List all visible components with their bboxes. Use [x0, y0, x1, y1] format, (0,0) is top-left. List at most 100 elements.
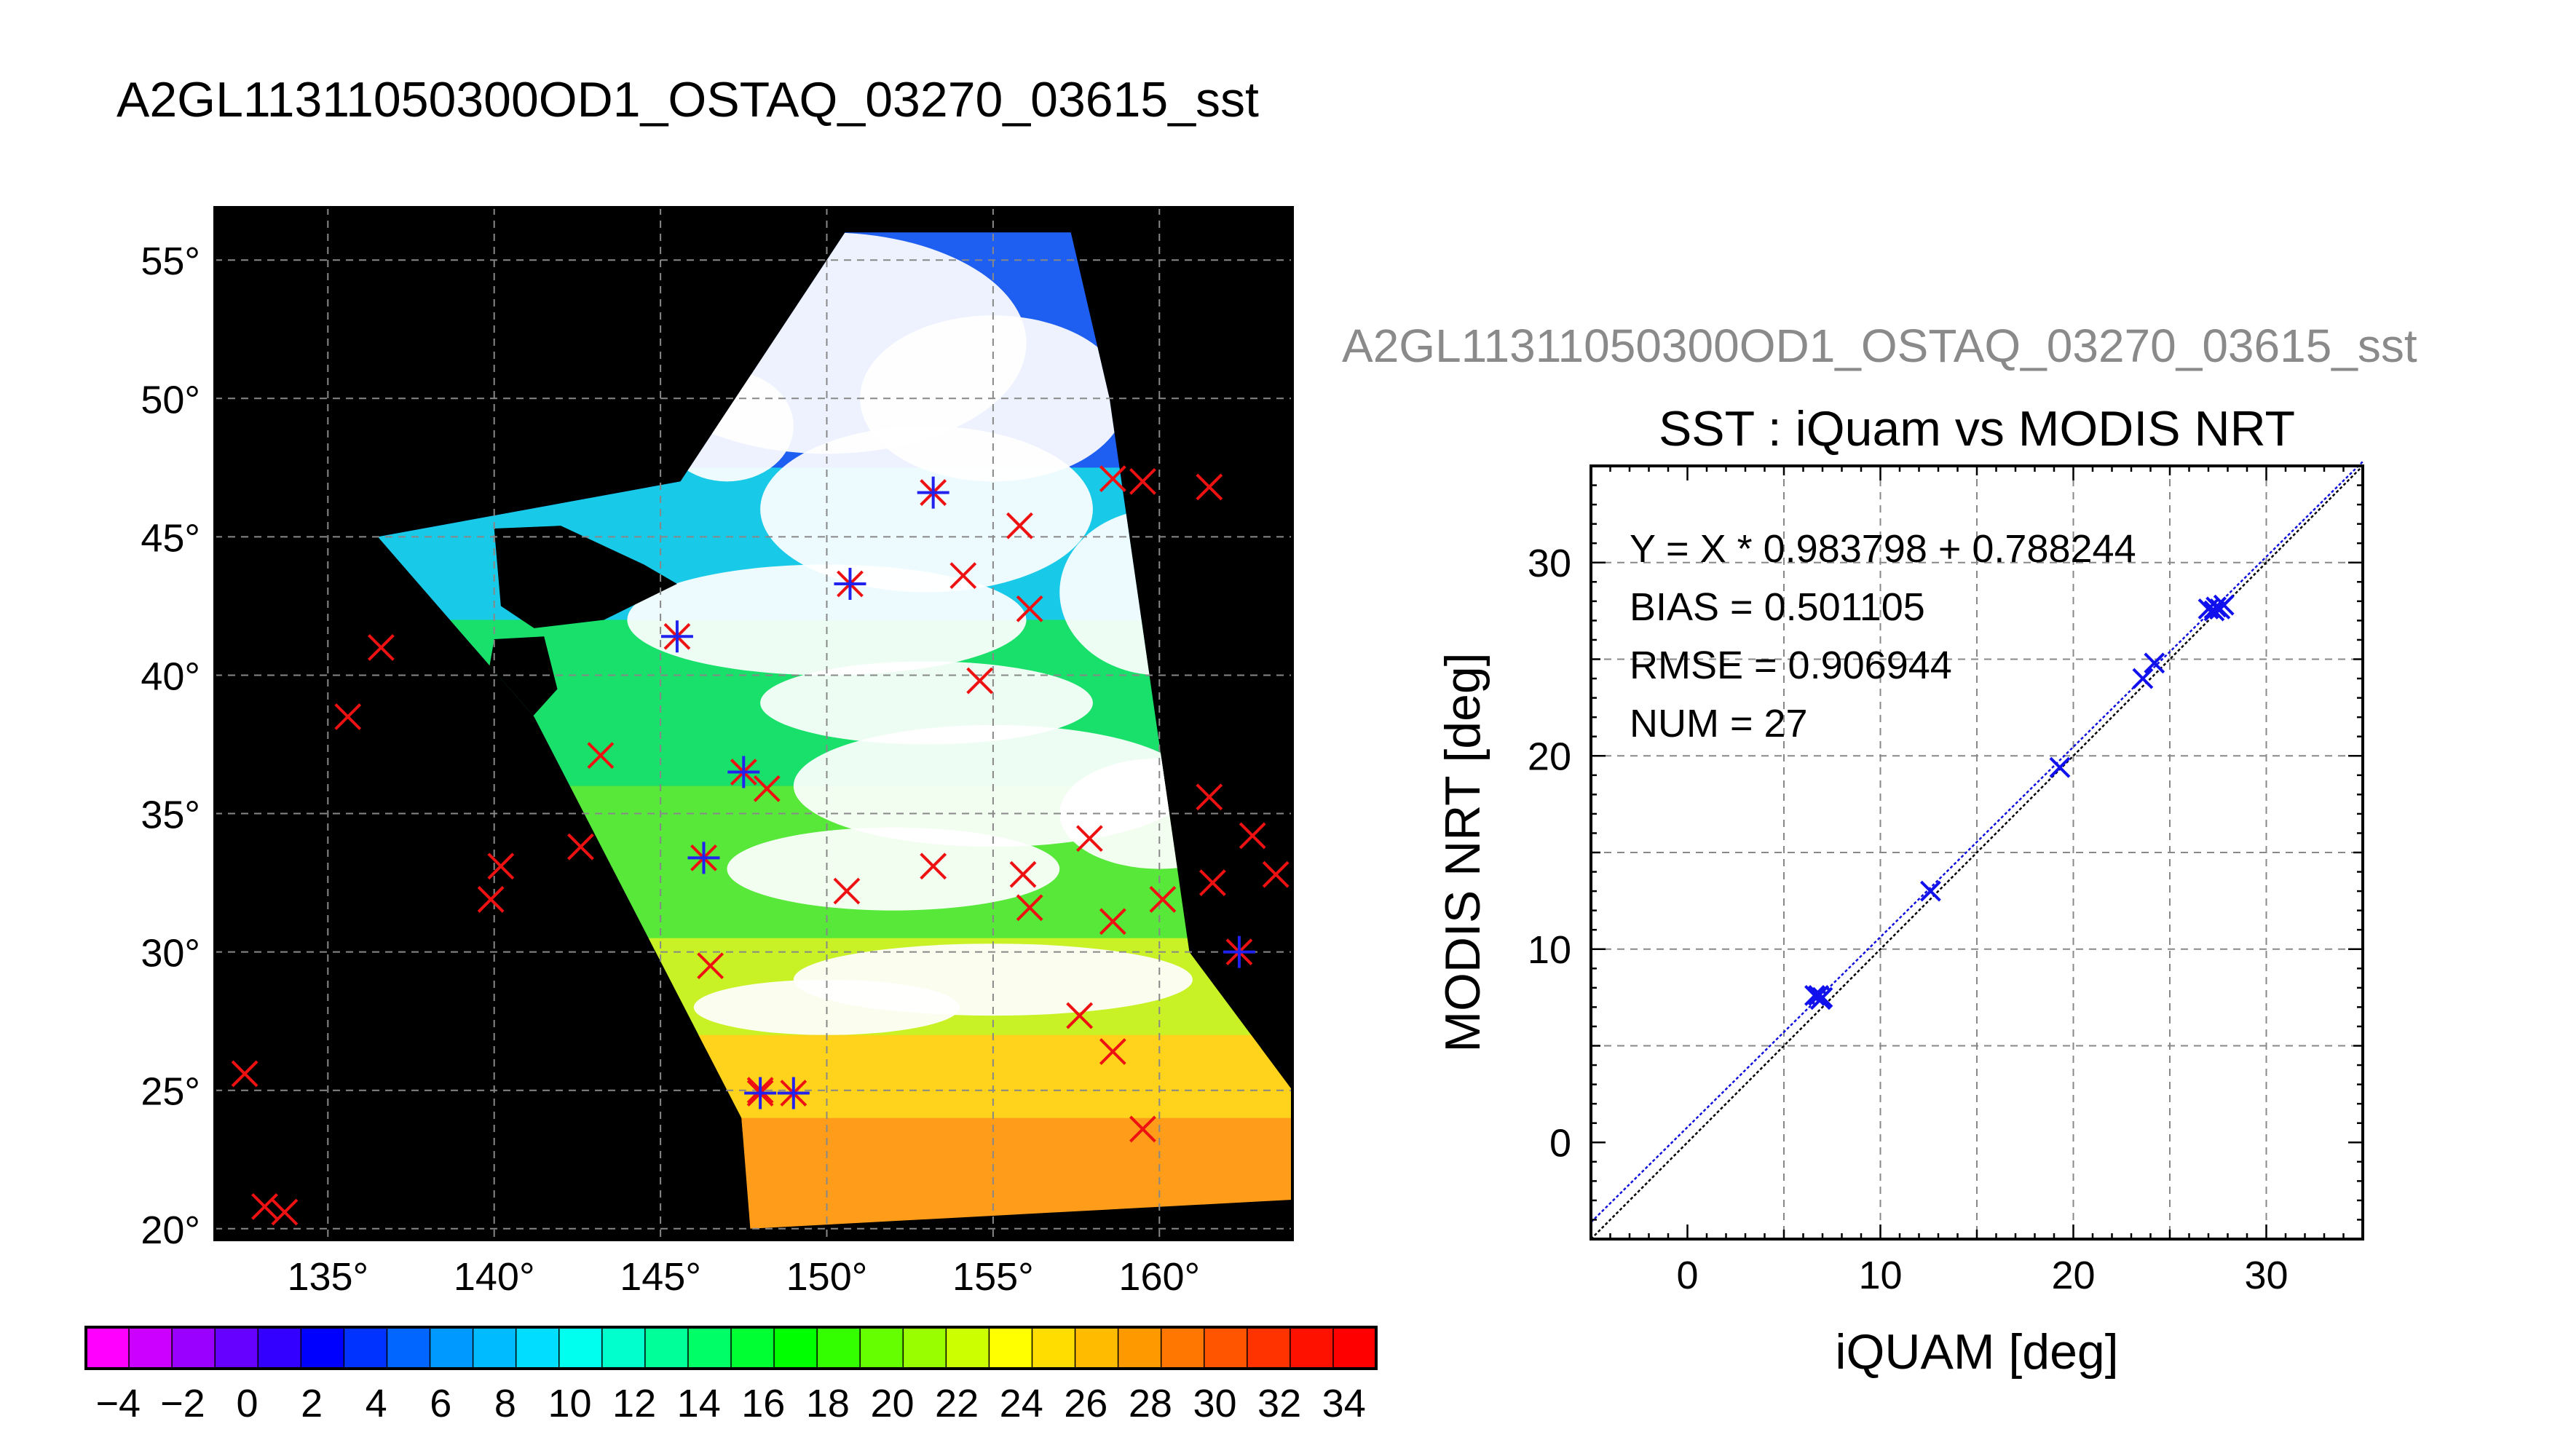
regression-line — [1590, 461, 2364, 1223]
bias-text: BIAS = 0.501105 — [1630, 585, 1925, 629]
x-axis-label: iQUAM [deg] — [1835, 1324, 2118, 1380]
page-title: A2GL11311050300OD1_OSTAQ_03270_03615_sst — [117, 72, 1259, 127]
colorbar-swatch — [1075, 1327, 1119, 1369]
colorbar-label: 34 — [1322, 1382, 1366, 1425]
y-tick-label: 10 — [1528, 928, 1571, 972]
map-marker-red — [1239, 822, 1266, 850]
colorbar-swatch — [1332, 1327, 1377, 1369]
y-tick-label: 30 — [1528, 542, 1571, 585]
colorbar-swatch — [473, 1327, 517, 1369]
colorbar: −4 −2 0 2 4 6 8 10 12 14 16 18 20 22 24 26 28 30 32 34 — [84, 1326, 1378, 1425]
map-marker-red — [1006, 512, 1033, 539]
latitude-labels: 55° 50° 45° 40° 35° 30° 25° 20° — [141, 240, 200, 1252]
colorbar-label: 16 — [741, 1382, 785, 1425]
latitude-label: 35° — [141, 794, 200, 837]
map-marker-blue — [1223, 935, 1255, 968]
latitude-label: 45° — [141, 516, 200, 560]
longitude-labels: 135° 140° 145° 150° 155° 160° — [287, 1255, 1200, 1299]
colorbar-swatch — [344, 1327, 387, 1369]
map-grid — [215, 207, 1292, 1240]
map-marker-red — [367, 634, 395, 661]
map-marker-red — [966, 667, 994, 695]
x-tick-label: 20 — [2051, 1254, 2095, 1297]
latitude-label: 40° — [141, 654, 200, 698]
rmse-text: RMSE = 0.906944 — [1630, 644, 1952, 687]
latitude-label: 50° — [141, 378, 200, 422]
map-marker-blue — [727, 756, 760, 788]
colorbar-label: 14 — [677, 1382, 721, 1425]
identity-line — [1590, 465, 2364, 1240]
longitude-label: 140° — [454, 1255, 535, 1299]
map-marker-red — [1099, 1038, 1126, 1065]
colorbar-swatch — [601, 1327, 646, 1369]
scatter-point — [2203, 600, 2225, 622]
colorbar-swatch — [774, 1327, 818, 1369]
map-marker-red — [1009, 860, 1037, 888]
colorbar-swatch — [1118, 1327, 1162, 1369]
map-marker-blue — [917, 476, 949, 509]
map-marker-red — [587, 742, 615, 769]
cloud-patch — [760, 661, 1093, 745]
colorbar-swatch — [1290, 1327, 1334, 1369]
colorbar-label: 18 — [806, 1382, 850, 1425]
scatter-ticks: 0 10 20 30 0 10 20 30 — [1528, 464, 2364, 1297]
colorbar-swatch — [1161, 1327, 1205, 1369]
colorbar-swatch — [172, 1327, 216, 1369]
map-marker-red — [567, 833, 594, 860]
sst-map-panel: 55° 50° 45° 40° 35° 30° 25° 20° 135° 140° 145° 150… — [141, 206, 1294, 1299]
map-marker-red — [1129, 467, 1156, 495]
regression-text: Y = X * 0.983798 + 0.788244 — [1630, 527, 2136, 571]
scatter-point — [1919, 880, 1941, 902]
colorbar-swatch — [129, 1327, 173, 1369]
land-hokkaido — [494, 526, 677, 628]
map-marker-red — [1066, 1002, 1094, 1029]
map-marker-red — [697, 952, 724, 980]
stats-box: Y = X * 0.983798 + 0.788244 BIAS = 0.501… — [1630, 527, 2136, 745]
scatter-grid — [1591, 466, 2363, 1239]
map-marker-red — [251, 1192, 278, 1220]
map-marker-red — [1099, 908, 1126, 935]
map-marker-red — [833, 877, 861, 905]
map-marker-red — [1016, 894, 1043, 922]
map-marker-red — [1196, 783, 1223, 811]
longitude-label: 150° — [786, 1255, 868, 1299]
map-markers — [231, 465, 1290, 1226]
colorbar-swatch — [387, 1327, 431, 1369]
y-tick-label: 20 — [1528, 735, 1571, 778]
map-marker-red — [1099, 465, 1126, 492]
map-marker-red — [231, 1060, 258, 1088]
colorbar-swatch — [1032, 1327, 1076, 1369]
colorbar-swatch — [903, 1327, 947, 1369]
latitude-label: 30° — [141, 932, 200, 976]
colorbar-label: 12 — [612, 1382, 656, 1425]
map-marker-blue — [660, 620, 693, 653]
colorbar-swatch — [86, 1327, 130, 1369]
y-tick-label: 0 — [1549, 1121, 1571, 1165]
map-marker-red — [920, 852, 947, 880]
colorbar-label: 30 — [1193, 1382, 1236, 1425]
latitude-label: 55° — [141, 240, 200, 283]
x-tick-label: 30 — [2244, 1254, 2288, 1297]
cloud-patch — [760, 426, 1093, 593]
x-tick-label: 0 — [1676, 1254, 1698, 1297]
scatter-plot: 0 10 20 30 0 10 20 30 — [1528, 461, 2364, 1297]
map-marker-red — [949, 562, 977, 590]
longitude-label: 135° — [287, 1255, 368, 1299]
scatter-point — [2049, 756, 2071, 778]
map-marker-red — [271, 1198, 299, 1226]
map-marker-red — [1196, 473, 1223, 501]
colorbar-label: 2 — [301, 1382, 323, 1425]
fit-lines — [1590, 461, 2364, 1240]
colorbar-swatch — [215, 1327, 258, 1369]
cloud-patch — [727, 827, 1060, 911]
map-marker-red — [1262, 860, 1290, 888]
colorbar-label: 10 — [548, 1382, 591, 1425]
colorbar-label: 26 — [1064, 1382, 1107, 1425]
map-marker-red — [334, 703, 362, 730]
colorbar-swatch — [644, 1327, 689, 1369]
colorbar-label: 6 — [430, 1382, 451, 1425]
colorbar-label: 8 — [494, 1382, 516, 1425]
colorbar-swatch — [1247, 1327, 1291, 1369]
colorbar-swatch — [687, 1327, 732, 1369]
colorbar-swatch — [516, 1327, 560, 1369]
